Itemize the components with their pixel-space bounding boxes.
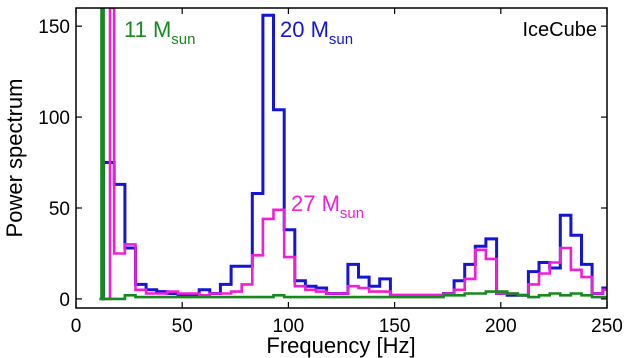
series-line-27msun — [105, 8, 607, 301]
y-tick-label: 150 — [38, 17, 70, 38]
series-line-20msun — [101, 13, 607, 301]
y-axis-label: Power spectrum — [2, 79, 27, 238]
x-tick-label: 100 — [273, 316, 305, 337]
x-axis-label: Frequency [Hz] — [266, 333, 415, 358]
y-tick-label: 50 — [49, 199, 70, 220]
series-labels: 20 Msun 27 Msun 11 Msun — [124, 17, 364, 222]
x-tick-label: 150 — [379, 316, 411, 337]
y-tick-label: 100 — [38, 108, 70, 129]
x-tick-label: 0 — [71, 316, 82, 337]
x-tick-label: 250 — [591, 316, 623, 337]
series-label: 27 Msun — [291, 191, 364, 222]
series-label: 20 Msun — [280, 17, 353, 48]
corner-label: IceCube — [523, 19, 598, 41]
plot-area — [99, 8, 607, 301]
series-line-11msun — [99, 8, 607, 301]
series-label: 11 Msun — [124, 17, 195, 48]
x-tick-label: 200 — [485, 316, 517, 337]
x-tick-label: 50 — [172, 316, 193, 337]
y-tick-label: 0 — [59, 290, 70, 311]
axis-ticks: 0 50 100 150 200 250 0 50 100 150 — [38, 8, 623, 337]
plot-frame — [75, 7, 608, 309]
